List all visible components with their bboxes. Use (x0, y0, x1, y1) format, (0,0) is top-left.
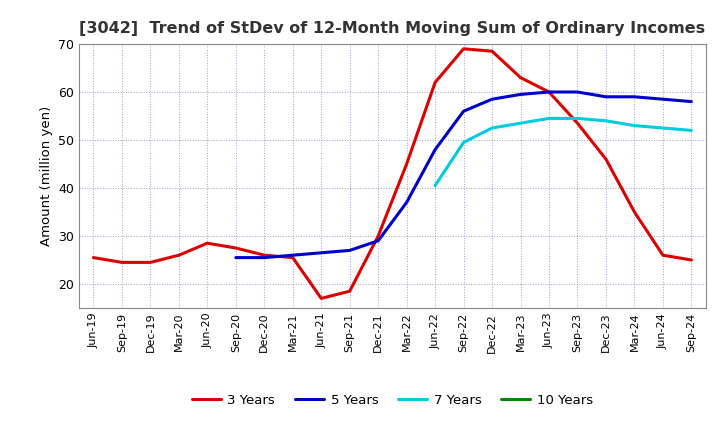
Legend: 3 Years, 5 Years, 7 Years, 10 Years: 3 Years, 5 Years, 7 Years, 10 Years (186, 389, 598, 412)
3 Years (516, 75, 525, 80)
7 Years (602, 118, 611, 124)
3 Years (687, 257, 696, 263)
3 Years (573, 121, 582, 126)
5 Years (630, 94, 639, 99)
3 Years (374, 233, 382, 238)
3 Years (346, 289, 354, 294)
3 Years (117, 260, 126, 265)
5 Years (459, 109, 468, 114)
Line: 7 Years: 7 Years (435, 118, 691, 186)
5 Years (487, 96, 496, 102)
5 Years (659, 96, 667, 102)
3 Years (203, 241, 212, 246)
3 Years (289, 255, 297, 260)
3 Years (174, 253, 183, 258)
3 Years (459, 46, 468, 51)
3 Years (431, 80, 439, 85)
7 Years (687, 128, 696, 133)
5 Years (402, 200, 411, 205)
Title: [3042]  Trend of StDev of 12-Month Moving Sum of Ordinary Incomes: [3042] Trend of StDev of 12-Month Moving… (79, 21, 706, 36)
5 Years (545, 89, 554, 95)
7 Years (659, 125, 667, 131)
Y-axis label: Amount (million yen): Amount (million yen) (40, 106, 53, 246)
3 Years (487, 48, 496, 54)
7 Years (545, 116, 554, 121)
5 Years (317, 250, 325, 256)
3 Years (317, 296, 325, 301)
5 Years (374, 238, 382, 243)
7 Years (516, 121, 525, 126)
5 Years (687, 99, 696, 104)
7 Years (573, 116, 582, 121)
5 Years (289, 253, 297, 258)
7 Years (459, 140, 468, 145)
5 Years (431, 147, 439, 152)
5 Years (516, 92, 525, 97)
3 Years (232, 246, 240, 251)
3 Years (602, 157, 611, 162)
3 Years (545, 89, 554, 95)
5 Years (346, 248, 354, 253)
5 Years (573, 89, 582, 95)
3 Years (402, 161, 411, 167)
3 Years (89, 255, 98, 260)
7 Years (431, 183, 439, 188)
7 Years (487, 125, 496, 131)
3 Years (630, 209, 639, 215)
3 Years (659, 253, 667, 258)
7 Years (630, 123, 639, 128)
5 Years (260, 255, 269, 260)
3 Years (146, 260, 155, 265)
5 Years (232, 255, 240, 260)
Line: 5 Years: 5 Years (236, 92, 691, 257)
Line: 3 Years: 3 Years (94, 49, 691, 298)
3 Years (260, 253, 269, 258)
5 Years (602, 94, 611, 99)
